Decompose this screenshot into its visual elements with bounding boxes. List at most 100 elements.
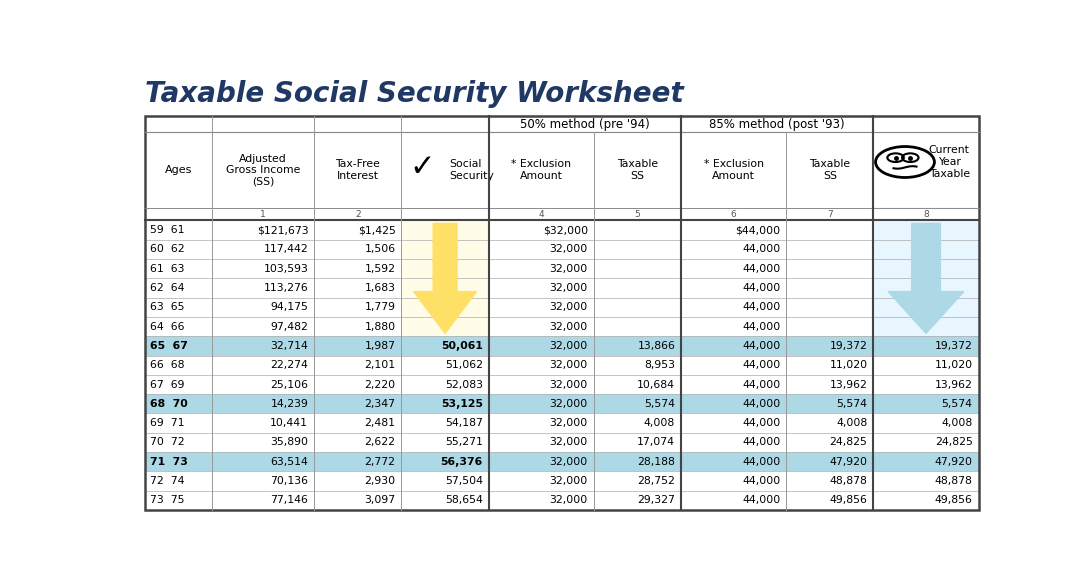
Bar bbox=[681, 394, 786, 413]
Bar bbox=[402, 491, 489, 510]
Text: 44,000: 44,000 bbox=[743, 438, 781, 447]
Bar bbox=[314, 317, 402, 336]
Bar bbox=[489, 375, 594, 394]
Bar bbox=[314, 259, 402, 279]
Text: 44,000: 44,000 bbox=[743, 495, 781, 505]
Bar bbox=[681, 491, 786, 510]
Bar bbox=[212, 452, 314, 472]
Text: Taxable
SS: Taxable SS bbox=[617, 160, 658, 181]
Bar bbox=[212, 240, 314, 259]
Text: 28,752: 28,752 bbox=[638, 476, 675, 486]
Text: 32,000: 32,000 bbox=[549, 399, 587, 409]
Text: 67  69: 67 69 bbox=[150, 380, 185, 390]
Text: 56,376: 56,376 bbox=[440, 457, 483, 466]
Text: 77,146: 77,146 bbox=[271, 495, 308, 505]
Text: 113,276: 113,276 bbox=[263, 283, 308, 293]
Text: 7: 7 bbox=[827, 210, 833, 218]
Text: 59  61: 59 61 bbox=[150, 225, 185, 235]
Bar bbox=[402, 317, 489, 336]
Text: 63  65: 63 65 bbox=[150, 302, 185, 312]
Bar bbox=[594, 472, 681, 491]
Bar bbox=[786, 208, 874, 220]
Bar bbox=[681, 336, 786, 355]
Bar bbox=[212, 491, 314, 510]
Bar bbox=[874, 433, 978, 452]
Text: 65  67: 65 67 bbox=[150, 341, 188, 351]
Bar bbox=[402, 433, 489, 452]
Text: 10,441: 10,441 bbox=[270, 418, 308, 428]
Bar bbox=[874, 317, 978, 336]
Bar bbox=[786, 132, 874, 208]
Text: 1,880: 1,880 bbox=[365, 321, 395, 332]
Text: 70,136: 70,136 bbox=[270, 476, 308, 486]
Text: 44,000: 44,000 bbox=[743, 264, 781, 274]
Text: 44,000: 44,000 bbox=[743, 283, 781, 293]
Bar bbox=[402, 472, 489, 491]
Text: 52,083: 52,083 bbox=[444, 380, 483, 390]
Bar bbox=[314, 491, 402, 510]
Text: 4,008: 4,008 bbox=[941, 418, 973, 428]
Text: 25,106: 25,106 bbox=[270, 380, 308, 390]
Text: 29,327: 29,327 bbox=[638, 495, 675, 505]
Text: 71  73: 71 73 bbox=[150, 457, 188, 466]
Text: 2,220: 2,220 bbox=[365, 380, 395, 390]
Bar bbox=[402, 452, 489, 472]
Bar bbox=[681, 355, 786, 375]
Text: 4,008: 4,008 bbox=[644, 418, 675, 428]
Bar bbox=[145, 116, 978, 510]
Text: 11,020: 11,020 bbox=[830, 360, 867, 370]
Text: 50,061: 50,061 bbox=[441, 341, 483, 351]
Text: 72  74: 72 74 bbox=[150, 476, 185, 486]
Text: 13,962: 13,962 bbox=[830, 380, 867, 390]
Bar bbox=[402, 279, 489, 298]
Bar bbox=[874, 375, 978, 394]
Text: 24,825: 24,825 bbox=[830, 438, 867, 447]
Bar bbox=[681, 298, 786, 317]
Bar bbox=[874, 116, 978, 208]
Bar bbox=[212, 413, 314, 433]
Bar bbox=[594, 279, 681, 298]
Bar bbox=[681, 375, 786, 394]
Bar bbox=[314, 413, 402, 433]
Bar bbox=[145, 336, 212, 355]
Text: 64  66: 64 66 bbox=[150, 321, 185, 332]
Text: 61  63: 61 63 bbox=[150, 264, 185, 274]
Bar bbox=[681, 208, 786, 220]
Text: 32,000: 32,000 bbox=[549, 264, 587, 274]
Text: 44,000: 44,000 bbox=[743, 476, 781, 486]
Text: 1,779: 1,779 bbox=[365, 302, 395, 312]
Bar bbox=[212, 298, 314, 317]
Bar bbox=[786, 317, 874, 336]
Bar bbox=[489, 208, 594, 220]
Text: $32,000: $32,000 bbox=[543, 225, 587, 235]
Text: 51,062: 51,062 bbox=[444, 360, 483, 370]
Bar bbox=[314, 220, 402, 240]
Bar bbox=[212, 375, 314, 394]
Text: 94,175: 94,175 bbox=[271, 302, 308, 312]
Bar bbox=[145, 279, 212, 298]
Text: 2,347: 2,347 bbox=[365, 399, 395, 409]
Text: 44,000: 44,000 bbox=[743, 380, 781, 390]
Text: 4,008: 4,008 bbox=[836, 418, 867, 428]
Text: $44,000: $44,000 bbox=[735, 225, 781, 235]
Text: 8: 8 bbox=[923, 210, 929, 218]
Bar bbox=[594, 375, 681, 394]
Text: 44,000: 44,000 bbox=[743, 457, 781, 466]
Bar bbox=[314, 132, 402, 208]
Bar bbox=[402, 132, 489, 208]
Bar bbox=[874, 413, 978, 433]
Text: 2,101: 2,101 bbox=[365, 360, 395, 370]
Bar bbox=[874, 491, 978, 510]
Bar bbox=[145, 491, 212, 510]
Bar bbox=[489, 132, 594, 208]
Bar bbox=[874, 336, 978, 355]
Bar bbox=[489, 336, 594, 355]
Text: 44,000: 44,000 bbox=[743, 341, 781, 351]
Text: 22,274: 22,274 bbox=[271, 360, 308, 370]
Bar bbox=[874, 472, 978, 491]
Bar bbox=[145, 116, 212, 132]
Bar bbox=[314, 116, 402, 132]
Bar bbox=[145, 208, 212, 220]
Bar bbox=[489, 433, 594, 452]
Text: 49,856: 49,856 bbox=[935, 495, 973, 505]
